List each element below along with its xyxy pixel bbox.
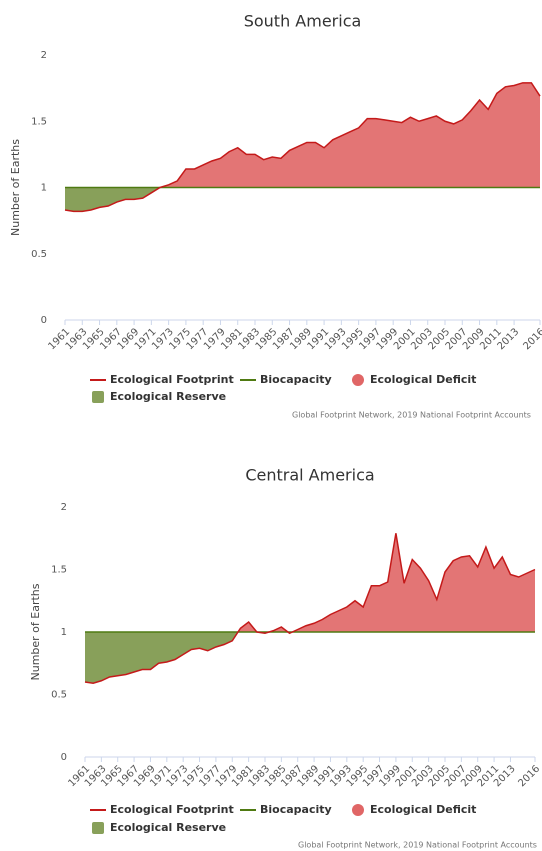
legend-label: Ecological Footprint xyxy=(110,373,234,386)
series-line xyxy=(84,533,536,685)
y-tick-label: 0.5 xyxy=(31,249,47,260)
legend-label: Ecological Deficit xyxy=(370,803,476,816)
y-tick-label: 0 xyxy=(41,315,47,326)
y-axis-label: Number of Earths xyxy=(9,139,22,236)
reserve-area xyxy=(85,632,535,684)
chart: Central America Number of Earths 0 0.5 1 1.5 2… xyxy=(29,466,542,850)
legend-label: Biocapacity xyxy=(260,803,332,816)
x-tick-label: 2016 xyxy=(516,763,542,789)
legend-label: Ecological Footprint xyxy=(110,803,234,816)
legend-swatch xyxy=(92,822,104,834)
deficit-area xyxy=(65,82,540,188)
source-credit: Global Footprint Network, 2019 National … xyxy=(292,411,531,420)
y-tick-label: 0 xyxy=(61,752,67,763)
y-tick-label: 2 xyxy=(41,50,47,61)
x-tick-label: 2016 xyxy=(521,326,542,352)
chart-title: Central America xyxy=(245,466,374,485)
legend-label: Ecological Reserve xyxy=(110,821,226,834)
legend-label: Biocapacity xyxy=(260,373,332,386)
legend-label: Ecological Reserve xyxy=(110,390,226,403)
y-tick-label: 1 xyxy=(41,183,47,194)
legend-swatch xyxy=(92,391,104,403)
y-tick-label: 1.5 xyxy=(31,116,47,127)
y-tick-label: 2 xyxy=(61,502,67,513)
y-axis-label: Number of Earths xyxy=(29,583,42,680)
source-credit: Global Footprint Network, 2019 National … xyxy=(298,841,537,850)
y-tick-label: 1.5 xyxy=(51,565,67,576)
chart-title: South America xyxy=(244,12,362,31)
legend-label: Ecological Deficit xyxy=(370,373,476,386)
series-line xyxy=(64,82,541,213)
legend-swatch xyxy=(352,374,364,386)
y-tick-label: 0.5 xyxy=(51,690,67,701)
legend-swatch xyxy=(352,804,364,816)
y-tick-label: 1 xyxy=(61,627,67,638)
